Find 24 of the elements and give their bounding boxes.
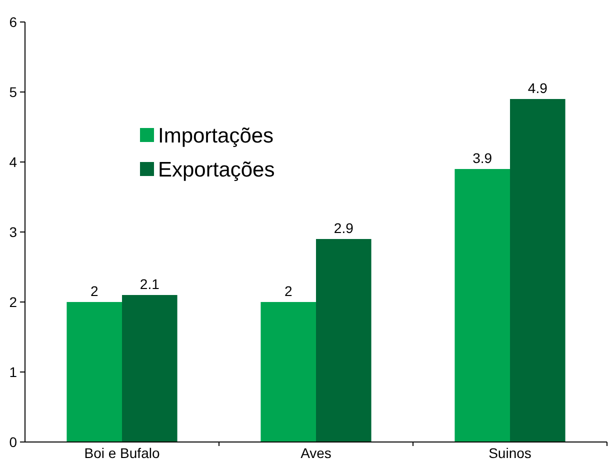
legend-label: Exportações <box>158 158 275 182</box>
x-tick-label: Suinos <box>488 445 532 461</box>
y-tick-label: 2 <box>9 294 18 310</box>
data-label: 3.9 <box>472 150 492 166</box>
y-tick-label: 4 <box>9 154 18 170</box>
bar <box>454 169 510 442</box>
y-tick-label: 5 <box>9 84 18 100</box>
data-label: 4.9 <box>528 80 548 96</box>
data-label: 2.1 <box>140 276 160 292</box>
bar <box>316 239 372 442</box>
y-tick-label: 1 <box>9 364 18 380</box>
x-tick-label: Boi e Bufalo <box>84 445 160 461</box>
data-label: 2 <box>284 283 292 299</box>
data-label: 2 <box>90 283 98 299</box>
y-tick-label: 3 <box>9 224 18 240</box>
data-label: 2.9 <box>334 220 354 236</box>
y-tick-label: 6 <box>9 14 18 30</box>
bar <box>260 302 316 442</box>
y-tick-label: 0 <box>9 434 18 450</box>
legend-label: Importações <box>158 124 274 148</box>
bar <box>66 302 122 442</box>
x-tick-label: Aves <box>300 445 332 461</box>
bar <box>122 295 178 442</box>
bar <box>510 99 566 442</box>
